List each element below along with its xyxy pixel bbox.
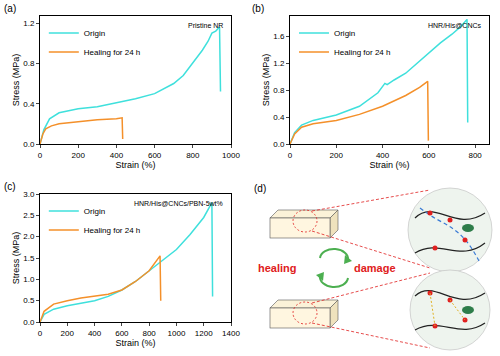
svg-text:1.6: 1.6 [273,32,285,41]
svg-text:damage: damage [354,262,396,274]
svg-text:HNR/His@CNCs/PBN-5wt%: HNR/His@CNCs/PBN-5wt% [134,200,223,207]
svg-text:1400: 1400 [222,329,240,338]
svg-text:0.8: 0.8 [23,59,35,68]
svg-text:0.5: 0.5 [23,296,35,305]
svg-text:1.0: 1.0 [23,275,35,284]
svg-text:Stress (MPa): Stress (MPa) [11,232,21,285]
svg-text:Stress (MPa): Stress (MPa) [261,54,271,107]
svg-text:400: 400 [376,151,390,160]
svg-text:1000: 1000 [168,329,186,338]
svg-text:Healing for 24 h: Healing for 24 h [84,48,140,57]
svg-text:200: 200 [72,151,86,160]
svg-text:800: 800 [468,151,482,160]
svg-text:(d): (d) [254,183,266,194]
svg-text:2.0: 2.0 [23,232,35,241]
svg-text:Healing for 24 h: Healing for 24 h [334,48,390,57]
svg-text:800: 800 [142,329,156,338]
svg-text:1200: 1200 [195,329,213,338]
svg-text:(c): (c) [4,181,16,192]
svg-text:0.0: 0.0 [273,140,285,149]
svg-text:Healing for 24 h: Healing for 24 h [84,226,140,235]
svg-text:0.8: 0.8 [273,86,285,95]
svg-text:400: 400 [110,151,124,160]
svg-text:1000: 1000 [222,151,240,160]
svg-text:3.0: 3.0 [23,190,35,199]
svg-text:1.2: 1.2 [23,19,35,28]
svg-text:0.0: 0.0 [23,140,35,149]
svg-text:Pristine NR: Pristine NR [188,22,223,29]
svg-text:0.4: 0.4 [23,99,35,108]
svg-text:0: 0 [288,151,293,160]
svg-text:0.4: 0.4 [273,113,285,122]
svg-text:(b): (b) [252,3,264,14]
svg-text:0: 0 [38,329,43,338]
svg-text:0.0: 0.0 [23,318,35,327]
svg-text:200: 200 [330,151,344,160]
svg-text:HNR/His@CNCs: HNR/His@CNCs [428,22,481,29]
svg-text:200: 200 [61,329,75,338]
svg-text:Strain (%): Strain (%) [369,160,409,170]
svg-text:0: 0 [38,151,43,160]
svg-text:Strain (%): Strain (%) [115,338,155,348]
svg-text:2.5: 2.5 [23,211,35,220]
svg-text:400: 400 [88,329,102,338]
svg-text:1.5: 1.5 [23,254,35,263]
svg-text:1.2: 1.2 [273,59,285,68]
svg-text:Origin: Origin [84,29,105,38]
svg-text:Strain (%): Strain (%) [115,160,155,170]
svg-text:healing: healing [258,262,297,274]
svg-text:Origin: Origin [334,29,355,38]
svg-text:600: 600 [422,151,436,160]
svg-text:600: 600 [115,329,129,338]
svg-text:(a): (a) [4,3,16,14]
svg-text:800: 800 [186,151,200,160]
svg-text:Stress (MPa): Stress (MPa) [11,54,21,107]
svg-text:Origin: Origin [84,207,105,216]
svg-text:600: 600 [148,151,162,160]
